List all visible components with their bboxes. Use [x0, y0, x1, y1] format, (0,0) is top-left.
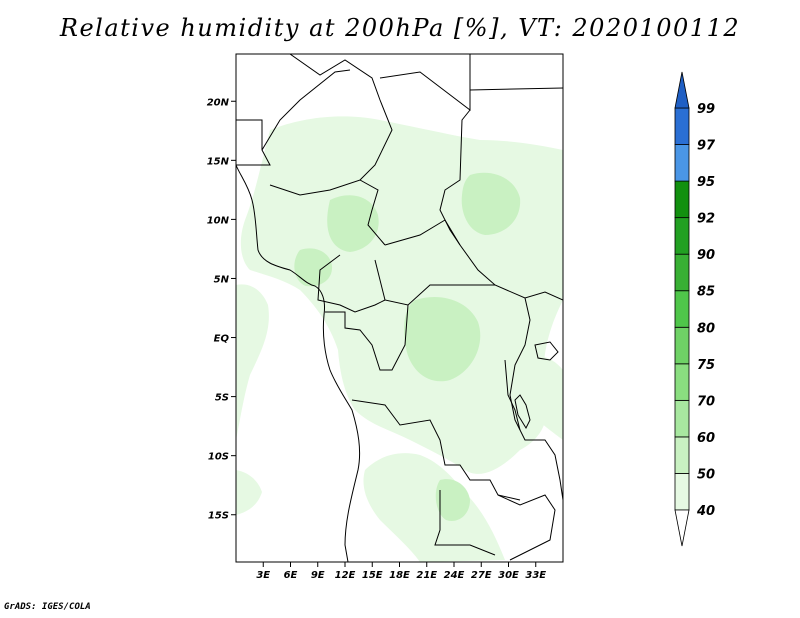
colorbar-label: 70 [697, 394, 715, 409]
boundary-east [469, 87, 563, 91]
boundary-zambia [497, 494, 556, 561]
colorbar-min-arrow [674, 509, 690, 547]
colorbar-label: 95 [697, 175, 715, 190]
boundary-car-south [374, 259, 495, 306]
lon-tick-label: 9E [311, 570, 325, 581]
lat-tick-label: 5N [214, 274, 230, 285]
colorbar-label: 92 [697, 212, 715, 227]
map-panel [235, 53, 564, 563]
humidity-patch-5 [435, 479, 470, 521]
humidity-patch-3 [461, 172, 521, 235]
boundary-rift [504, 359, 521, 431]
humidity-patch-4 [294, 248, 333, 287]
boundary-sahara-2 [289, 54, 393, 181]
colorbar-segment [674, 144, 690, 182]
colorbar-segment [674, 253, 690, 292]
lat-tick-label: 5S [215, 393, 229, 404]
boundary-gabon-congo [325, 304, 409, 371]
boundary-sahara-3 [261, 69, 351, 151]
lon-tick-label: 3E [256, 570, 270, 581]
map-title: Relative humidity at 200hPa [%], VT: 202… [59, 14, 741, 42]
lon-tick-label: 12E [335, 570, 356, 581]
humidity-fill-layer [236, 116, 563, 562]
lat-tick-label: 15N [207, 156, 230, 167]
colorbar-label: 50 [697, 467, 715, 482]
boundary-drc-angola [351, 399, 521, 501]
boundary-sahel [269, 179, 386, 246]
colorbar-segment [674, 290, 690, 328]
colorbar-segment [674, 363, 690, 401]
lat-tick-label: 20N [207, 97, 230, 108]
lat-tick-label: EQ [214, 334, 230, 345]
lon-tick-label: 27E [471, 570, 492, 581]
colorbar-segment [674, 436, 690, 474]
boundary-angola-zambia [434, 490, 496, 556]
country-boundaries [236, 54, 563, 562]
colorbar-label: 60 [697, 431, 715, 446]
lake-tanganyika [514, 394, 531, 430]
boundary-nile [439, 54, 471, 246]
colorbar-segment [674, 473, 690, 511]
colorbar-label: 85 [697, 285, 715, 300]
colorbar-label: 99 [697, 102, 715, 117]
lat-tick-label: 10S [208, 452, 229, 463]
colorbar-label: 80 [697, 321, 715, 336]
lat-tick-label: 10N [207, 215, 230, 226]
coastline-west-africa [236, 164, 361, 562]
colorbar-label: 97 [697, 139, 716, 154]
humidity-patch-1 [327, 195, 379, 252]
latitude-axis: 20N 15N 10N 5N EQ 5S 10S 15S [207, 97, 236, 522]
colorbar-segment [674, 217, 690, 255]
lat-tick-label: 15S [208, 511, 229, 522]
lon-tick-label: 6E [284, 570, 298, 581]
boundary-east-africa [509, 297, 563, 501]
lake-victoria [534, 341, 559, 361]
colorbar-label: 40 [696, 504, 715, 519]
humidity-region-south [363, 453, 505, 562]
boundary-chad-car [384, 219, 563, 301]
lon-tick-label: 30E [498, 570, 519, 581]
humidity-region-west [236, 284, 269, 440]
lon-tick-label: 21E [416, 570, 437, 581]
colorbar-segment [674, 180, 690, 219]
colorbar-max-arrow [674, 71, 690, 109]
lon-tick-label: 33E [525, 570, 546, 581]
colorbar-segment [674, 399, 690, 438]
longitude-axis: 3E 6E 9E 12E 15E 18E 21E 24E 27E 30E 33E [256, 562, 546, 581]
humidity-patch-2 [404, 296, 481, 382]
colorbar-label: 75 [697, 358, 715, 373]
colorbar-segment [674, 326, 690, 365]
grads-credit: GrADS: IGES/COLA [4, 602, 91, 612]
lon-tick-label: 24E [444, 570, 465, 581]
colorbar-label: 90 [697, 248, 715, 263]
humidity-region-southwest [236, 470, 262, 515]
lon-tick-label: 15E [362, 570, 383, 581]
colorbar: 40 50 60 70 75 80 85 90 92 95 97 99 [674, 71, 716, 547]
humidity-region-east [515, 355, 563, 440]
colorbar-segment [674, 107, 690, 145]
boundary-cameroon [317, 254, 386, 313]
lon-tick-label: 18E [389, 570, 410, 581]
